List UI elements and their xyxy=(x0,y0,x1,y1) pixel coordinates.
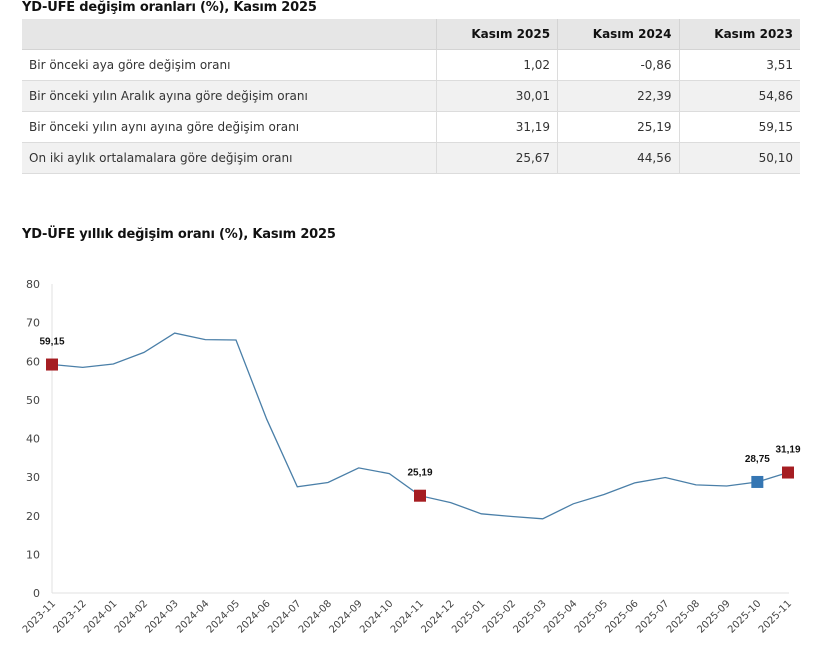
data-label: 25,19 xyxy=(407,468,432,479)
column-header-kasim-2023: Kasım 2023 xyxy=(679,19,800,50)
table-row: Bir önceki yılın Aralık ayına göre değiş… xyxy=(22,80,800,112)
row-label: On iki aylık ortalamalara göre değişim o… xyxy=(22,142,437,174)
y-tick-label: 60 xyxy=(26,355,40,368)
cell-value: 59,15 xyxy=(679,111,800,143)
row-label: Bir önceki yılın aynı ayına göre değişim… xyxy=(22,111,437,143)
line-chart: 0 10 20 30 40 50 60 70 80 2023-112023-122024-012… xyxy=(21,278,801,636)
cell-value: 25,67 xyxy=(436,142,559,174)
cell-value: 30,01 xyxy=(436,80,559,112)
y-tick-label: 20 xyxy=(26,510,40,523)
column-header-kasim-2024: Kasım 2024 xyxy=(557,19,680,50)
y-tick-label: 0 xyxy=(33,587,40,600)
data-label: 31,19 xyxy=(775,445,800,456)
cell-value: -0,86 xyxy=(557,49,680,81)
table-header-row: Kasım 2025 Kasım 2024 Kasım 2023 xyxy=(22,19,800,50)
y-tick-label: 50 xyxy=(26,394,40,407)
data-point-marker xyxy=(414,489,426,502)
row-label: Bir önceki aya göre değişim oranı xyxy=(22,49,437,81)
y-tick-label: 10 xyxy=(26,548,40,561)
data-point-marker xyxy=(782,466,794,479)
x-axis: 2023-112023-122024-012024-022024-032024-… xyxy=(21,598,794,635)
table-row: On iki aylık ortalamalara göre değişim o… xyxy=(22,142,800,174)
cell-value: 50,10 xyxy=(679,142,800,174)
column-header-label xyxy=(22,19,437,50)
data-markers: 59,15 25,19 28,75 31,19 xyxy=(39,337,801,502)
cell-value: 31,19 xyxy=(436,111,559,143)
cell-value: 1,02 xyxy=(436,49,559,81)
table-title: YD-ÜFE değişim oranları (%), Kasım 2025 xyxy=(22,0,317,15)
row-label: Bir önceki yılın Aralık ayına göre değiş… xyxy=(22,80,437,112)
y-axis: 0 10 20 30 40 50 60 70 80 xyxy=(26,278,40,600)
cell-value: 54,86 xyxy=(679,80,800,112)
y-tick-label: 40 xyxy=(26,433,40,446)
data-label: 28,75 xyxy=(745,454,770,465)
cell-value: 44,56 xyxy=(557,142,680,174)
data-point-marker xyxy=(46,358,58,371)
cell-value: 22,39 xyxy=(557,80,680,112)
cell-value: 25,19 xyxy=(557,111,680,143)
change-rates-table: Kasım 2025 Kasım 2024 Kasım 2023 Bir önc… xyxy=(22,19,800,174)
data-label: 59,15 xyxy=(39,337,64,348)
data-point-marker xyxy=(751,475,764,488)
y-tick-label: 70 xyxy=(26,317,40,330)
cell-value: 3,51 xyxy=(679,49,800,81)
table-row: Bir önceki aya göre değişim oranı 1,02 -… xyxy=(22,49,800,81)
table-row: Bir önceki yılın aynı ayına göre değişim… xyxy=(22,111,800,143)
chart-title: YD-ÜFE yıllık değişim oranı (%), Kasım 2… xyxy=(22,227,336,242)
y-tick-label: 30 xyxy=(26,471,40,484)
y-tick-label: 80 xyxy=(26,278,40,291)
x-tick-label: 2025-11 xyxy=(757,598,794,635)
column-header-kasim-2025: Kasım 2025 xyxy=(436,19,559,50)
